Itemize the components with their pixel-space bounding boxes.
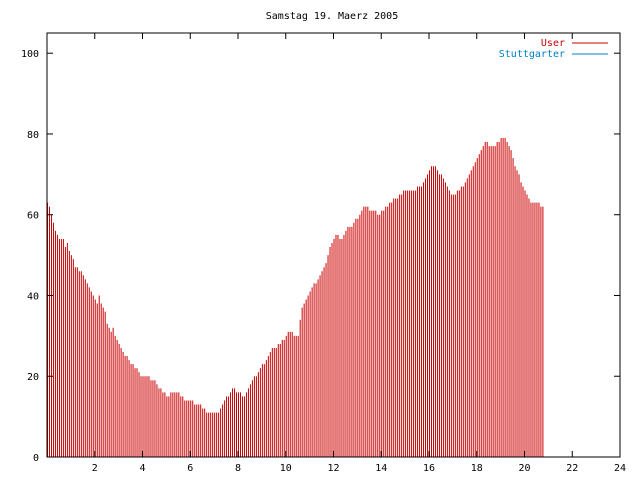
y-tick-label-60: 60 (27, 211, 39, 222)
x-tick-label-18: 18 (471, 463, 483, 474)
x-tick-label-14: 14 (375, 463, 387, 474)
legend-label-1: Stuttgarter (499, 49, 565, 60)
x-tick-label-24: 24 (614, 463, 626, 474)
x-tick-label-22: 22 (566, 463, 578, 474)
x-tick-label-6: 6 (187, 463, 193, 474)
x-tick-label-16: 16 (423, 463, 435, 474)
x-tick-label-12: 12 (327, 463, 339, 474)
x-tick-label-2: 2 (92, 463, 98, 474)
x-axis: 2 4 6 8 10 12 14 16 18 20 22 24 (92, 33, 626, 474)
y-tick-label-100: 100 (21, 49, 39, 60)
y-tick-label-80: 80 (27, 130, 39, 141)
y-tick-label-0: 0 (33, 453, 39, 464)
x-tick-label-8: 8 (235, 463, 241, 474)
y-axis: 0 20 40 60 80 100 (21, 49, 620, 464)
y-tick-label-20: 20 (27, 372, 39, 383)
x-tick-label-10: 10 (280, 463, 292, 474)
legend-label-0: User (541, 38, 565, 49)
x-tick-label-20: 20 (518, 463, 530, 474)
bar-layer (47, 137, 544, 457)
y-tick-label-40: 40 (27, 291, 39, 302)
x-tick-label-4: 4 (139, 463, 145, 474)
chart-title: Samstag 19. Maerz 2005 (266, 11, 398, 22)
